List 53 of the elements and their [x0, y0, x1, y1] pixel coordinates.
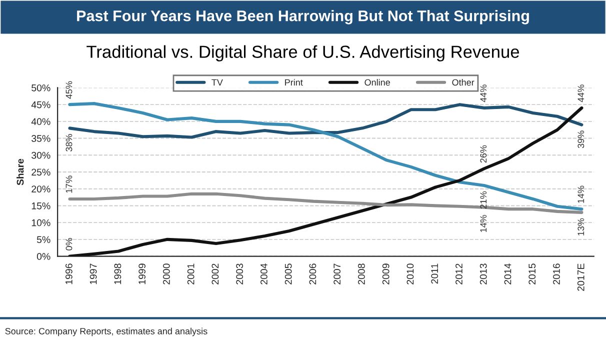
y-tick-label: 25% [32, 168, 50, 176]
y-tick-label: 35% [32, 135, 50, 142]
x-tick-label: 2017E [577, 264, 584, 291]
x-tick-label: 2004 [260, 264, 268, 284]
x-tick-label: 2005 [284, 264, 292, 284]
y-tick-label: 45% [31, 101, 50, 108]
annotation: 14% [480, 214, 487, 232]
x-tick-label: 1997 [90, 264, 97, 284]
annotation: 14% [578, 186, 584, 203]
x-tick-label: 2015 [528, 264, 536, 284]
annotation: 13% [578, 218, 584, 236]
annotation: 17% [66, 176, 72, 193]
x-tick-label: 2011 [431, 264, 438, 284]
x-tick-label: 2014 [504, 264, 512, 284]
x-tick-label: 1998 [114, 264, 122, 284]
y-tick-label: 15% [32, 202, 50, 210]
y-tick-label: 5% [36, 236, 50, 244]
y-axis-title: Share [16, 158, 24, 186]
x-tick-label: 1999 [138, 264, 146, 284]
annotation: 0% [66, 238, 72, 250]
x-tick-label: 2016 [553, 264, 560, 284]
x-tick-label: 2000 [162, 264, 170, 284]
legend-label: TV [212, 79, 223, 86]
y-tick-label: 30% [32, 152, 50, 159]
chart-title: Past Four Years Have Been Harrowing But Not That Surprising [77, 10, 529, 24]
x-tick-label: 2010 [406, 264, 414, 284]
y-tick-label: 50% [32, 84, 50, 92]
source-note: Source: Company Reports, estimates and analysis [5, 328, 208, 336]
y-tick-label: 10% [32, 219, 50, 226]
annotation: 38% [66, 134, 72, 152]
annotation: 45% [66, 81, 72, 99]
chart-subtitle: Traditional vs. Digital Share of U.S. Advertising Revenue [86, 45, 520, 62]
y-tick-label: 0% [36, 253, 50, 260]
annotation: 39% [578, 130, 584, 148]
x-tick-label: 2012 [456, 264, 462, 284]
legend-label: Other [452, 78, 474, 86]
x-tick-label: 2007 [334, 264, 341, 284]
y-tick-label: 40% [31, 118, 50, 126]
x-tick-label: 2006 [309, 264, 316, 284]
y-tick-label: 20% [32, 186, 50, 192]
x-tick-label: 2008 [358, 264, 365, 284]
x-tick-label: 2002 [212, 264, 219, 284]
x-tick-label: 2003 [236, 264, 244, 284]
x-tick-label: 2009 [382, 264, 390, 284]
legend-label: Online [364, 78, 390, 86]
x-tick-label: 2001 [187, 264, 194, 284]
annotation: 44% [480, 84, 487, 102]
annotation: 21% [480, 191, 487, 209]
annotation: 26% [480, 145, 487, 163]
x-tick-label: 1996 [65, 264, 72, 284]
legend-label: Print [285, 78, 303, 86]
annotation: 44% [578, 84, 584, 102]
x-tick-label: 2013 [480, 264, 487, 284]
